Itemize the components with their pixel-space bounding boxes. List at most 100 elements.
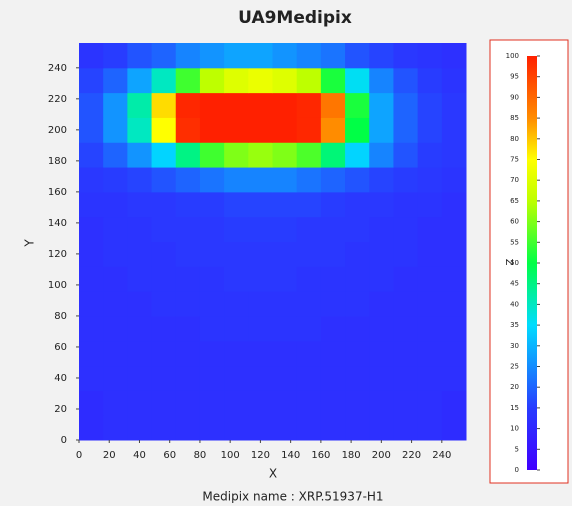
y-tick-label: 80 xyxy=(54,311,67,322)
y-tick-label: 20 xyxy=(54,404,67,415)
x-tick-label: 0 xyxy=(76,450,82,461)
heatmap-cell xyxy=(103,340,128,367)
heatmap-cell xyxy=(393,365,419,391)
heatmap-cell xyxy=(320,167,346,193)
heatmap-cell xyxy=(296,191,322,218)
heatmap-cell xyxy=(199,315,225,342)
heatmap-cell xyxy=(345,365,370,391)
heatmap-cell xyxy=(175,142,201,168)
x-tick-label: 40 xyxy=(133,450,146,461)
heatmap-cell xyxy=(103,291,128,317)
heatmap-cell xyxy=(441,291,467,317)
heatmap-cell xyxy=(199,142,225,168)
heatmap-cell xyxy=(296,117,322,143)
heatmap-cell xyxy=(296,291,322,317)
heatmap-cell xyxy=(79,241,104,267)
heatmap-cell xyxy=(296,167,322,193)
heatmap-cell xyxy=(393,415,419,441)
heatmap-cell xyxy=(224,92,249,118)
heatmap-cell xyxy=(369,415,394,441)
heatmap-cell xyxy=(320,365,346,391)
heatmap-cell xyxy=(224,291,249,317)
heatmap-cell xyxy=(296,43,322,69)
heatmap-cell xyxy=(441,415,467,441)
heatmap-cell xyxy=(199,167,225,193)
heatmap-cell xyxy=(417,92,443,118)
heatmap-cell xyxy=(417,191,443,218)
heatmap-cell xyxy=(151,216,177,242)
heatmap-cell xyxy=(272,241,298,267)
heatmap-cell xyxy=(441,142,467,168)
heatmap-cell xyxy=(345,117,370,143)
heatmap-cell xyxy=(393,390,419,416)
colorbar-tick-label: 75 xyxy=(510,156,519,164)
heatmap-cell xyxy=(103,142,128,168)
heatmap-cell xyxy=(441,43,467,69)
heatmap-cell xyxy=(79,67,104,94)
heatmap-cell xyxy=(127,390,153,416)
heatmap-cell xyxy=(345,390,370,416)
heatmap-cell xyxy=(79,266,104,292)
heatmap-cell xyxy=(369,43,394,69)
heatmap-cell xyxy=(103,167,128,193)
heatmap-cell xyxy=(248,415,273,441)
heatmap-cell xyxy=(175,315,201,342)
heatmap-cell xyxy=(441,390,467,416)
heatmap-cell xyxy=(248,216,273,242)
heatmap-cell xyxy=(103,390,128,416)
x-tick-label: 200 xyxy=(372,450,391,461)
y-tick-label: 40 xyxy=(54,373,67,384)
heatmap-cell xyxy=(248,365,273,391)
heatmap-cell xyxy=(417,415,443,441)
heatmap-cell xyxy=(296,266,322,292)
heatmap-cell xyxy=(272,43,298,69)
heatmap-cell xyxy=(320,241,346,267)
heatmap-cell xyxy=(175,415,201,441)
colorbar-tick-label: 40 xyxy=(510,300,519,308)
heatmap-cell xyxy=(296,365,322,391)
heatmap-cell xyxy=(103,92,128,118)
heatmap-cell xyxy=(175,191,201,218)
heatmap-cell xyxy=(248,315,273,342)
heatmap-cell xyxy=(272,340,298,367)
heatmap-cell xyxy=(127,167,153,193)
colorbar-label: Z xyxy=(505,258,516,265)
heatmap-cell xyxy=(151,241,177,267)
heatmap-cell xyxy=(248,117,273,143)
heatmap-cell xyxy=(441,191,467,218)
heatmap-cell xyxy=(393,67,419,94)
heatmap-cell xyxy=(320,92,346,118)
heatmap-cell xyxy=(393,216,419,242)
heatmap-cell xyxy=(224,315,249,342)
heatmap-cell xyxy=(79,315,104,342)
x-tick-label: 140 xyxy=(281,450,300,461)
heatmap-cell xyxy=(175,92,201,118)
heatmap-cell xyxy=(296,390,322,416)
heatmap-cell xyxy=(345,340,370,367)
heatmap-cell xyxy=(272,142,298,168)
heatmap-cell xyxy=(369,191,394,218)
heatmap-cell xyxy=(103,216,128,242)
y-tick-label: 220 xyxy=(48,94,67,105)
heatmap-cell xyxy=(393,340,419,367)
heatmap-cell xyxy=(417,365,443,391)
y-tick-label: 0 xyxy=(61,435,67,446)
heatmap-cell xyxy=(199,365,225,391)
heatmap-cell xyxy=(272,266,298,292)
heatmap-cell xyxy=(296,92,322,118)
heatmap-cell xyxy=(345,241,370,267)
heatmap-cell xyxy=(417,167,443,193)
colorbar-tick-label: 100 xyxy=(506,52,519,60)
heatmap-cell xyxy=(417,315,443,342)
x-tick-label: 240 xyxy=(432,450,451,461)
heatmap-cell xyxy=(248,266,273,292)
heatmap-cell xyxy=(224,340,249,367)
heatmap-cell xyxy=(175,67,201,94)
x-tick-label: 180 xyxy=(342,450,361,461)
heatmap-cell xyxy=(175,365,201,391)
heatmap-cell xyxy=(103,117,128,143)
y-tick-label: 240 xyxy=(48,63,67,74)
heatmap-cell xyxy=(224,266,249,292)
heatmap-cell xyxy=(151,142,177,168)
heatmap-cell xyxy=(175,167,201,193)
